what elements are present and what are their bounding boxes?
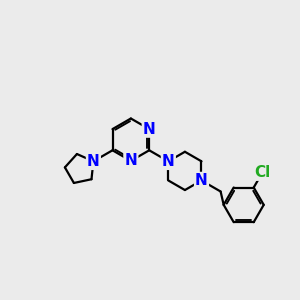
Text: N: N bbox=[162, 154, 175, 169]
Text: N: N bbox=[87, 154, 100, 169]
Text: N: N bbox=[195, 173, 208, 188]
Text: N: N bbox=[124, 153, 137, 168]
Text: N: N bbox=[143, 122, 156, 136]
Text: Cl: Cl bbox=[254, 165, 271, 180]
